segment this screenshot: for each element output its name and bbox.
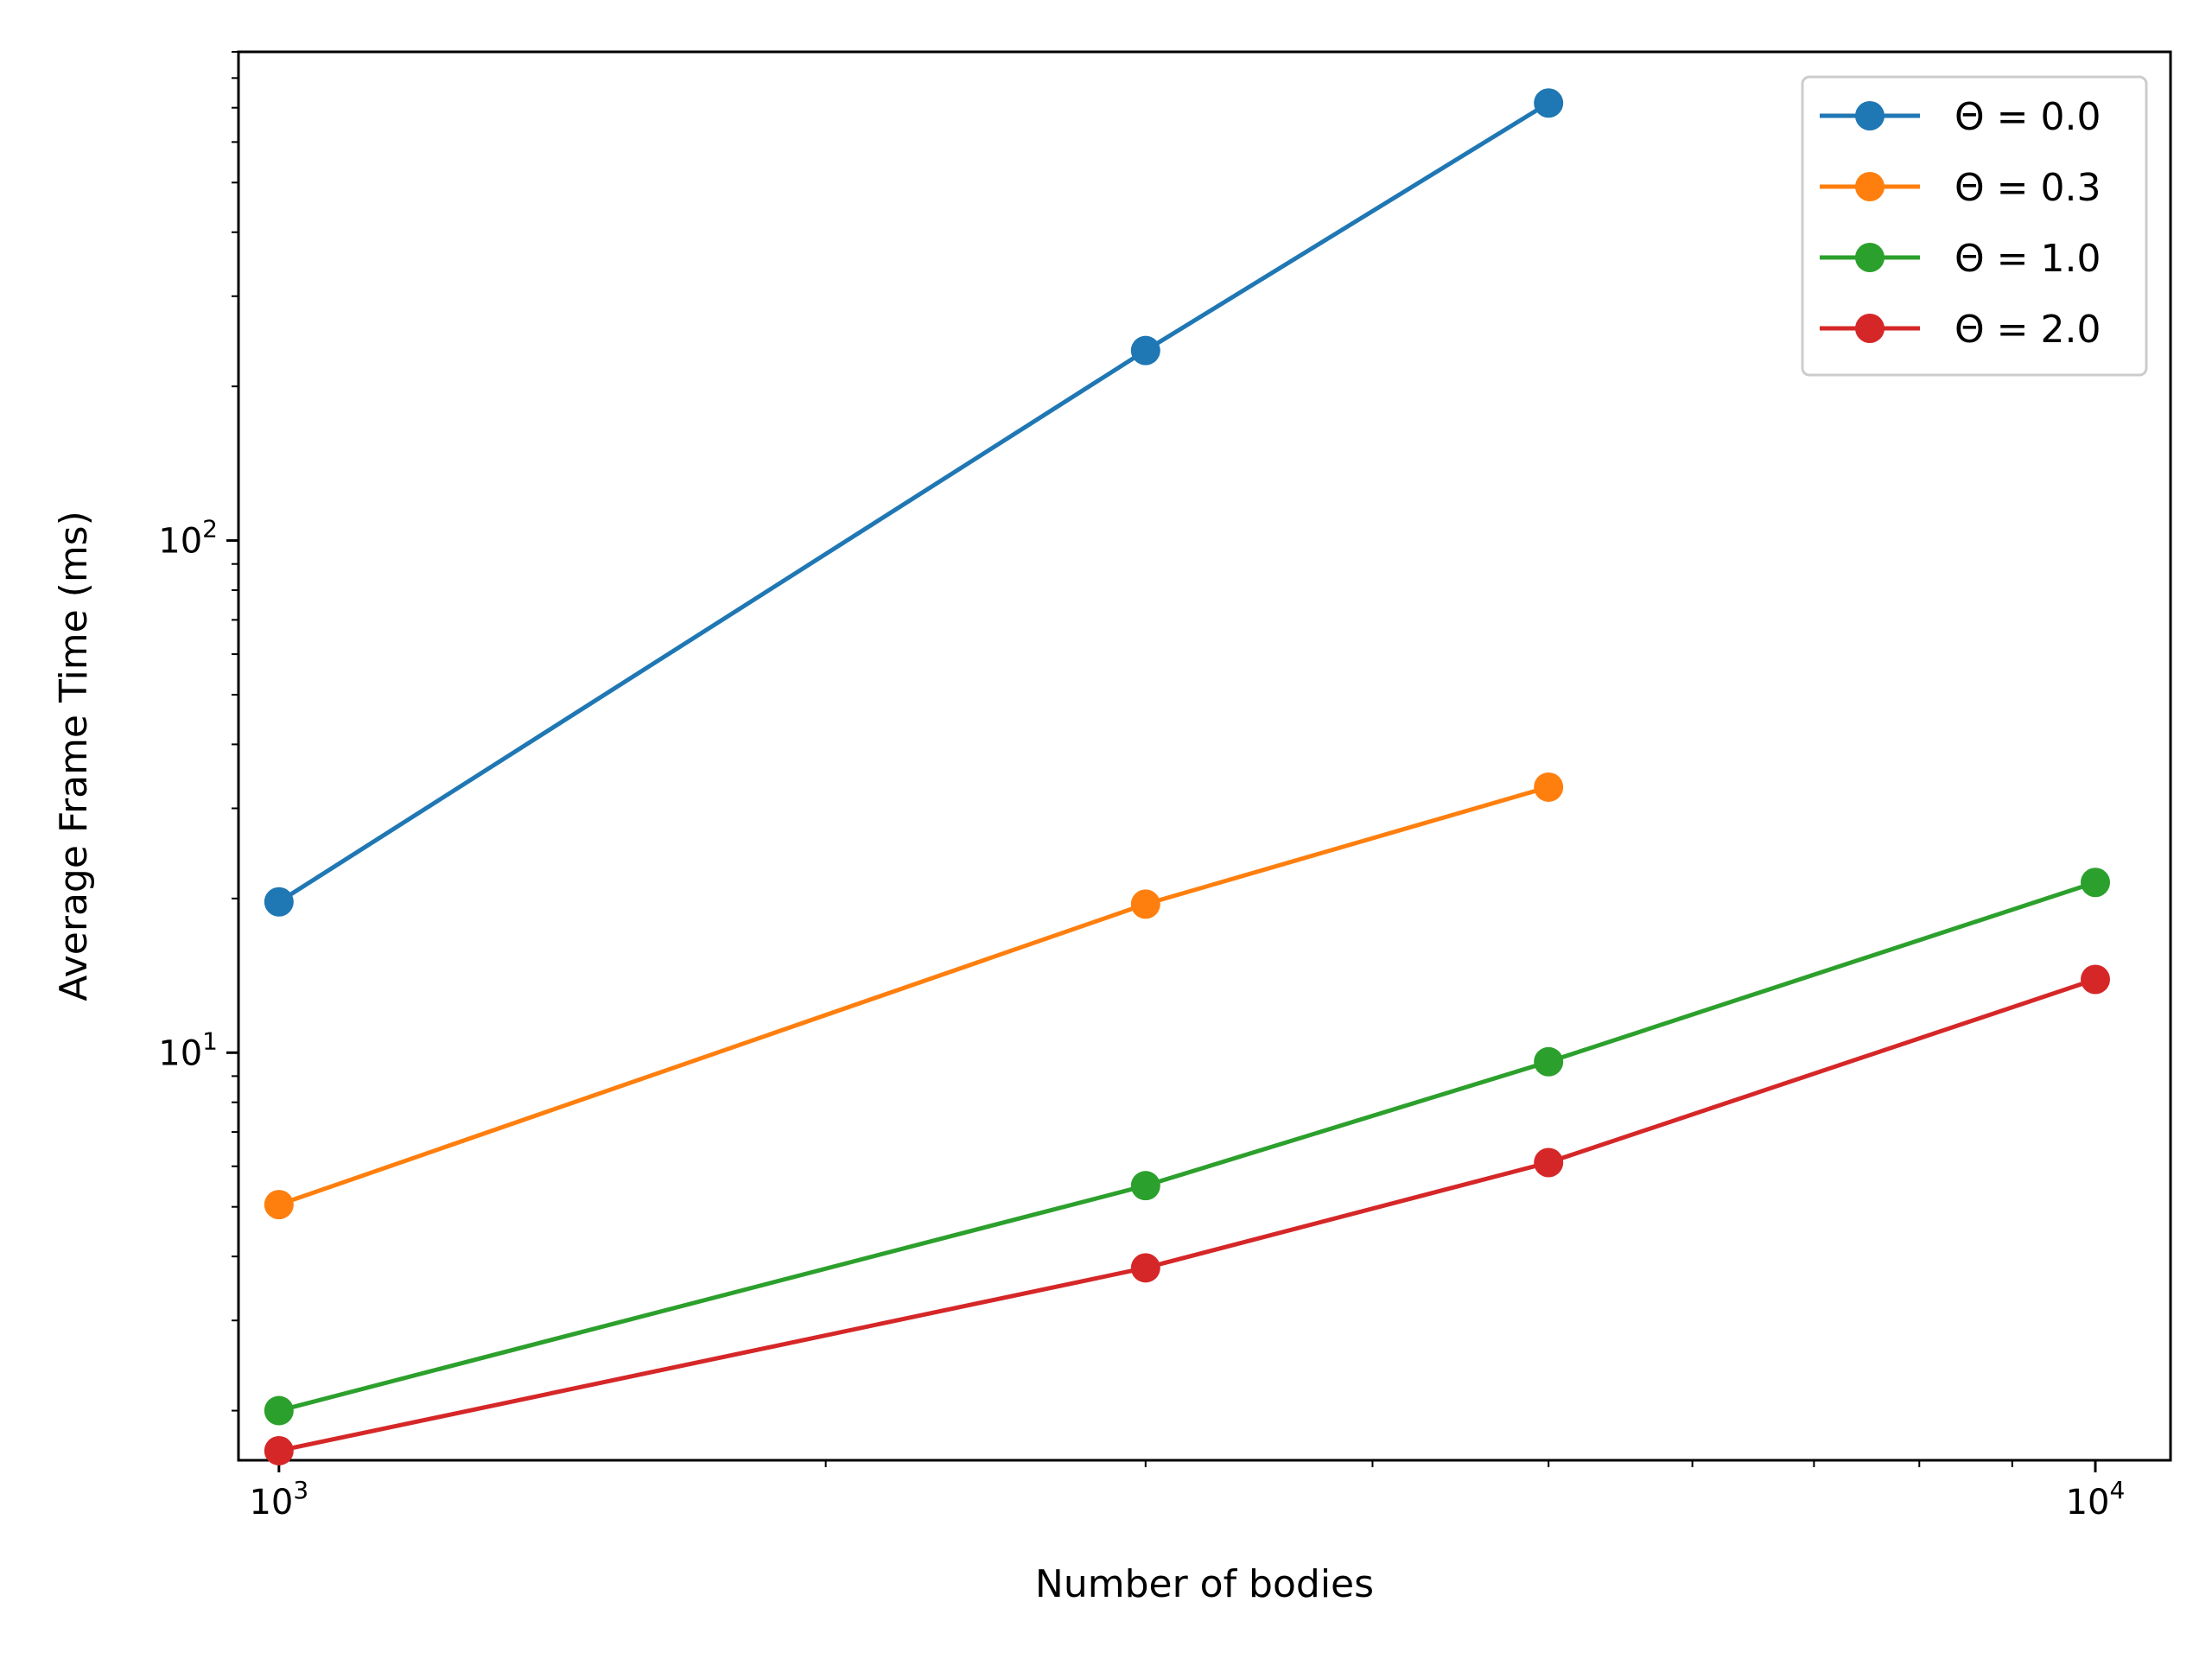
- data-point: [264, 887, 294, 917]
- data-point: [2080, 964, 2110, 995]
- data-point: [264, 1435, 294, 1465]
- data-point: [1130, 335, 1160, 365]
- data-point: [1534, 1147, 1564, 1178]
- legend-item: Θ = 1.0: [1820, 237, 2101, 281]
- legend-label: Θ = 1.0: [1955, 237, 2101, 281]
- plot-frame: [237, 50, 2172, 1462]
- legend-swatch-marker: [1855, 314, 1885, 343]
- legend-label: Θ = 0.0: [1955, 95, 2101, 139]
- series-line: [278, 785, 1549, 1207]
- x-tick-label: 103: [249, 1476, 308, 1522]
- data-point: [1534, 1046, 1564, 1077]
- series-3: [264, 964, 2110, 1465]
- series-layer: [264, 88, 2110, 1465]
- data-point: [264, 1395, 294, 1426]
- legend-label: Θ = 2.0: [1955, 308, 2101, 352]
- legend-box: [1801, 75, 2148, 377]
- legend-swatch-marker: [1855, 243, 1885, 272]
- data-point: [264, 1190, 294, 1220]
- x-tick-label: 104: [2066, 1476, 2126, 1522]
- series-line: [277, 101, 1550, 904]
- series-1: [264, 772, 1564, 1220]
- series-0: [264, 88, 1564, 917]
- data-point: [1130, 1171, 1160, 1201]
- legend-item: Θ = 2.0: [1820, 308, 2101, 352]
- legend-label: Θ = 0.3: [1955, 166, 2101, 210]
- data-point: [2080, 868, 2110, 898]
- axis-ticks: 103 104 101 102: [158, 51, 2126, 1522]
- data-point: [1130, 889, 1160, 919]
- legend-swatch-marker: [1855, 101, 1885, 130]
- data-point: [1130, 1253, 1160, 1283]
- data-point: [1534, 772, 1564, 802]
- y-tick-label: 101: [158, 1027, 218, 1073]
- legend-swatch-marker: [1855, 172, 1885, 201]
- series-line: [278, 880, 2096, 1413]
- y-tick-label: 102: [158, 515, 218, 562]
- x-axis-label: Number of bodies: [1035, 1562, 1374, 1606]
- legend-item: Θ = 0.3: [1820, 166, 2101, 210]
- series-line: [278, 977, 2096, 1453]
- data-point: [1534, 88, 1564, 118]
- y-axis-label: Average Frame Time (ms): [52, 511, 96, 1001]
- series-2: [264, 868, 2110, 1426]
- legend: Θ = 0.0 Θ = 0.3 Θ = 1.0 Θ = 2.0: [1801, 75, 2148, 377]
- legend-item: Θ = 0.0: [1820, 95, 2101, 139]
